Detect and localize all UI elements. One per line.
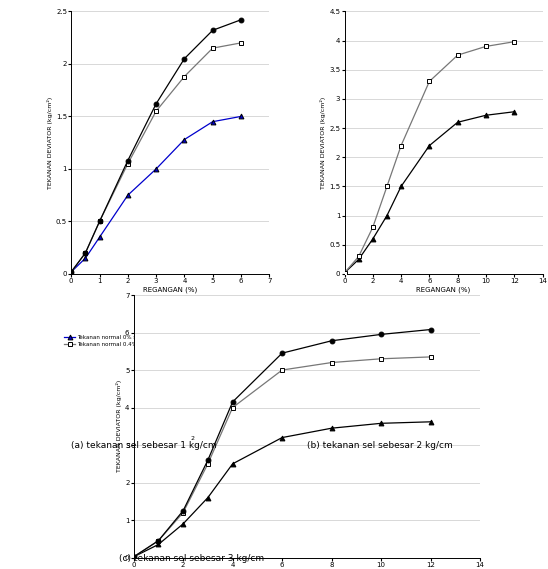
Text: (b) tekanan sel sebesar 2 kg/cm: (b) tekanan sel sebesar 2 kg/cm (307, 441, 453, 450)
Legend: Tekanan normal 0% serat, Tekanan normal 0.4% serat: Tekanan normal 0% serat, Tekanan normal … (347, 335, 436, 347)
Y-axis label: TEKANAN DEVIATOR (kg/cm²): TEKANAN DEVIATOR (kg/cm²) (321, 97, 327, 189)
Y-axis label: TEKANAN DEVIATOR (kg/cm²): TEKANAN DEVIATOR (kg/cm²) (47, 97, 53, 189)
Text: 2: 2 (190, 436, 194, 442)
Legend: Tekanan normal 0% serat, Tekanan normal 0.4% serat, Tekanan normal FF serat: Tekanan normal 0% serat, Tekanan normal … (64, 335, 238, 347)
Y-axis label: TEKANAN DEVIATOR (kg/cm²): TEKANAN DEVIATOR (kg/cm²) (116, 380, 122, 472)
Text: (c) tekanan sel sebesar 3 kg/cm: (c) tekanan sel sebesar 3 kg/cm (119, 554, 264, 563)
X-axis label: REGANGAN (%): REGANGAN (%) (143, 287, 197, 294)
Text: (a) tekanan sel sebesar 1 kg/cm: (a) tekanan sel sebesar 1 kg/cm (71, 441, 217, 450)
X-axis label: REGANGAN (%): REGANGAN (%) (416, 287, 471, 294)
